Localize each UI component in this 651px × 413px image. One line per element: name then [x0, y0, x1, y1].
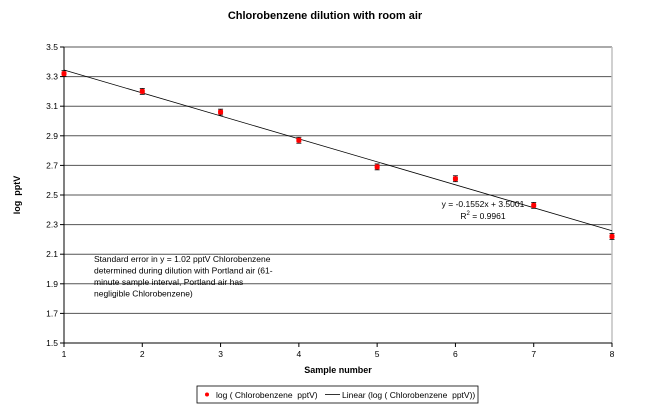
y-tick-label: 3.1 — [46, 101, 58, 111]
data-points — [61, 70, 615, 240]
x-tick-labels: 1 2 3 4 5 6 7 8 — [62, 349, 615, 359]
r2-superscript: 2 — [467, 211, 471, 217]
y-tick-label: 1.7 — [46, 308, 58, 318]
x-tick-label: 7 — [531, 349, 536, 359]
y-tick-label: 2.3 — [46, 220, 58, 230]
gridlines — [64, 46, 613, 343]
x-tick-label: 1 — [62, 349, 67, 359]
legend: log ( Chlorobenzene pptV) Linear (log ( … — [196, 385, 479, 404]
annotation-line: determined during dilution with Portland… — [94, 266, 273, 276]
data-point — [139, 88, 145, 94]
legend-trendline-label: Linear (log ( Chlorobenzene pptV)) — [342, 390, 475, 400]
r2-letter: R — [460, 211, 466, 221]
trendline-equation: y = -0.1552x + 3.5001 — [442, 199, 525, 209]
annotation-text: Standard error in y = 1.02 pptV Chlorobe… — [94, 254, 273, 299]
x-tick-label: 2 — [140, 349, 145, 359]
data-point — [61, 71, 67, 77]
y-tick-label: 3.3 — [46, 72, 58, 82]
y-tick-label: 2.5 — [46, 190, 58, 200]
data-point — [296, 137, 302, 143]
data-point — [531, 202, 537, 208]
x-tick-label: 8 — [610, 349, 615, 359]
annotation-line: negligible Chlorobenzene) — [94, 289, 193, 299]
x-tick-label: 6 — [453, 349, 458, 359]
x-tick-label: 3 — [218, 349, 223, 359]
legend-marker-icon — [205, 392, 209, 397]
y-tick-label: 2.9 — [46, 131, 58, 141]
x-tick-label: 4 — [296, 349, 301, 359]
trendline — [63, 69, 613, 232]
data-point — [609, 233, 615, 239]
data-point — [374, 164, 380, 170]
y-tick-label: 1.9 — [46, 279, 58, 289]
y-tick-label: 1.5 — [46, 338, 58, 348]
r-squared-label: R2 = 0.9961 — [460, 211, 505, 221]
chart-title: Chlorobenzene dilution with room air — [228, 10, 423, 22]
annotation-line: minute sample interval, Portland air has — [94, 277, 243, 287]
legend-series-label: log ( Chlorobenzene pptV) — [216, 390, 318, 400]
r2-value: = 0.9961 — [470, 211, 506, 221]
data-point — [218, 109, 224, 115]
y-tick-label: 2.1 — [46, 249, 58, 259]
x-axis-label: Sample number — [304, 365, 372, 375]
y-tick-label: 2.7 — [46, 160, 58, 170]
axes — [60, 46, 613, 347]
y-axis-label: log pptV — [12, 176, 22, 215]
data-point — [452, 176, 458, 182]
x-tick-label: 5 — [375, 349, 380, 359]
y-tick-label: 3.5 — [46, 42, 58, 52]
y-tick-labels: 1.5 1.7 1.9 2.1 2.3 2.5 2.7 2.9 3.1 3.3 3.5 — [46, 42, 58, 348]
annotation-line: Standard error in y = 1.02 pptV Chlorobe… — [94, 254, 271, 264]
